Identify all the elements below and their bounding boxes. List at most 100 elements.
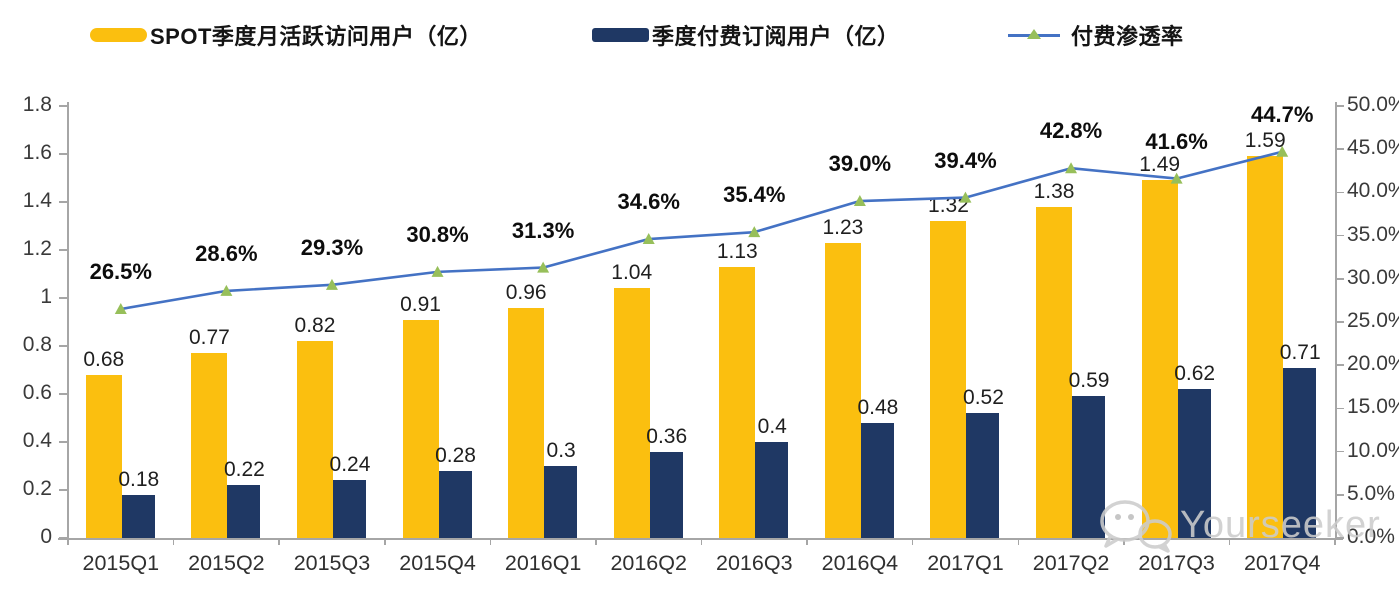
bar-subs bbox=[438, 470, 472, 538]
x-axis-tick bbox=[67, 538, 69, 545]
trend-marker-icon bbox=[853, 195, 866, 207]
y-axis-tick-label-left: 1 bbox=[40, 285, 52, 308]
x-axis-tick bbox=[700, 538, 703, 545]
y-axis-tick-right bbox=[1336, 537, 1344, 539]
penetration-pct-label: 42.8% bbox=[1039, 118, 1103, 144]
bar-mau-value-label: 0.68 bbox=[83, 347, 125, 371]
y-axis-tick-right bbox=[1336, 234, 1344, 237]
x-tick-label: 2015Q1 bbox=[82, 551, 160, 575]
bar-subs bbox=[121, 494, 155, 538]
penetration-pct-label: 39.4% bbox=[934, 147, 997, 173]
penetration-pct-label: 44.7% bbox=[1251, 101, 1314, 127]
y-axis-tick-label-right: 30.0% bbox=[1347, 265, 1399, 289]
bar-subs-value-label: 0.3 bbox=[546, 439, 576, 462]
y-axis-tick-left bbox=[59, 297, 67, 299]
bar-subs bbox=[755, 442, 789, 538]
y-axis-tick-left bbox=[59, 393, 67, 395]
trend-marker-icon bbox=[1276, 145, 1289, 157]
x-axis-tick bbox=[1017, 538, 1019, 545]
y-axis-tick-label-left: 0 bbox=[40, 525, 52, 548]
y-axis-tick-label-right: 15.0% bbox=[1347, 395, 1399, 419]
penetration-pct-label: 41.6% bbox=[1145, 128, 1208, 154]
bar-mau-value-label: 1.32 bbox=[928, 194, 969, 218]
x-axis-tick bbox=[278, 538, 280, 545]
legend-item-penetration: 付费渗透率 bbox=[1008, 20, 1184, 50]
trend-marker-icon bbox=[537, 261, 550, 273]
y-axis-tick-label-right: 0.0% bbox=[1347, 525, 1395, 548]
x-axis-tick bbox=[384, 538, 386, 545]
x-tick-label: 2017Q4 bbox=[1243, 551, 1321, 575]
bar-mau-value-label: 1.59 bbox=[1244, 129, 1286, 153]
x-axis-tick bbox=[1334, 538, 1336, 545]
bar-subs-value-label: 0.22 bbox=[223, 458, 265, 482]
y-axis-tick-left bbox=[59, 201, 67, 203]
y-axis-tick-label-right: 50.0% bbox=[1347, 93, 1399, 116]
y-axis-tick-right bbox=[1336, 321, 1344, 323]
y-axis-tick-left bbox=[59, 153, 67, 155]
penetration-pct-label: 29.3% bbox=[300, 234, 364, 260]
bar-mau-value-label: 1.04 bbox=[611, 261, 653, 285]
bar-subs bbox=[860, 422, 894, 538]
penetration-pct-label: 30.8% bbox=[406, 221, 469, 247]
bar-mau bbox=[402, 319, 439, 538]
x-tick-label: 2016Q4 bbox=[821, 551, 899, 575]
trend-marker-icon bbox=[220, 284, 233, 296]
y-axis-tick-label-left: 0.2 bbox=[22, 477, 52, 500]
penetration-pct-label: 28.6% bbox=[195, 240, 258, 266]
bar-mau bbox=[1141, 180, 1178, 538]
penetration-pct-label: 35.4% bbox=[723, 182, 786, 208]
y-axis-tick-left bbox=[59, 345, 67, 347]
y-axis-tick-left bbox=[59, 489, 67, 491]
bar-subs-value-label: 0.18 bbox=[118, 467, 160, 491]
subs-legend-label: 季度付费订阅用户（亿） bbox=[652, 24, 900, 49]
penetration-pct-label: 31.3% bbox=[511, 217, 575, 243]
trend-marker-icon bbox=[431, 265, 444, 277]
x-tick-label: 2016Q1 bbox=[504, 551, 582, 575]
x-tick-label: 2017Q2 bbox=[1032, 551, 1110, 575]
x-axis bbox=[58, 538, 1343, 540]
bar-subs bbox=[1072, 396, 1106, 538]
y-axis-tick-label-right: 45.0% bbox=[1347, 136, 1399, 160]
bar-subs-value-label: 0.28 bbox=[435, 443, 476, 467]
bar-subs-value-label: 0.36 bbox=[646, 424, 688, 448]
y-axis-tick-label-right: 35.0% bbox=[1347, 222, 1399, 246]
penetration-trend-line bbox=[114, 145, 1289, 315]
penetration-line-marker-icon bbox=[1008, 27, 1060, 43]
bar-subs-value-label: 0.62 bbox=[1174, 362, 1216, 386]
bar-mau bbox=[930, 221, 967, 538]
bar-mau bbox=[191, 353, 228, 538]
bar-subs bbox=[966, 413, 1000, 538]
bar-subs-value-label: 0.52 bbox=[963, 386, 1004, 410]
bar-subs-value-label: 0.71 bbox=[1279, 340, 1321, 364]
y-axis-tick-label-right: 40.0% bbox=[1347, 179, 1399, 203]
x-axis-tick bbox=[489, 538, 492, 545]
bar-mau bbox=[296, 341, 333, 538]
legend-item-subs: 季度付费订阅用户（亿） bbox=[592, 20, 900, 50]
x-tick-label: 2015Q3 bbox=[293, 551, 371, 575]
bar-subs bbox=[544, 466, 578, 538]
mau-legend-swatch bbox=[90, 28, 147, 42]
trend-marker-icon bbox=[114, 303, 127, 315]
y-axis-tick-label-left: 1.6 bbox=[22, 141, 52, 164]
bar-subs bbox=[332, 480, 366, 538]
penetration-legend-label: 付费渗透率 bbox=[1071, 24, 1184, 49]
trend-marker-icon bbox=[325, 278, 338, 290]
y-axis-tick-left bbox=[59, 537, 67, 539]
y-axis-tick-right bbox=[1336, 105, 1344, 107]
x-axis-tick bbox=[911, 538, 914, 545]
y-axis-tick-label-left: 1.8 bbox=[22, 93, 52, 116]
x-tick-label: 2016Q2 bbox=[610, 551, 687, 575]
bar-mau-value-label: 0.96 bbox=[505, 280, 547, 304]
y-axis-tick-label-left: 1.2 bbox=[22, 237, 52, 260]
bar-subs-value-label: 0.4 bbox=[757, 415, 787, 438]
bar-mau bbox=[85, 374, 122, 538]
y-axis-tick-right bbox=[1336, 364, 1344, 366]
y-axis-tick-right bbox=[1336, 148, 1344, 150]
y-axis-tick-right bbox=[1336, 278, 1344, 280]
y-axis-tick-label-right: 25.0% bbox=[1347, 309, 1399, 332]
bar-subs bbox=[1283, 367, 1317, 538]
bar-mau-value-label: 0.77 bbox=[188, 326, 230, 350]
bar-mau bbox=[719, 266, 756, 538]
penetration-pct-label: 39.0% bbox=[828, 151, 892, 177]
